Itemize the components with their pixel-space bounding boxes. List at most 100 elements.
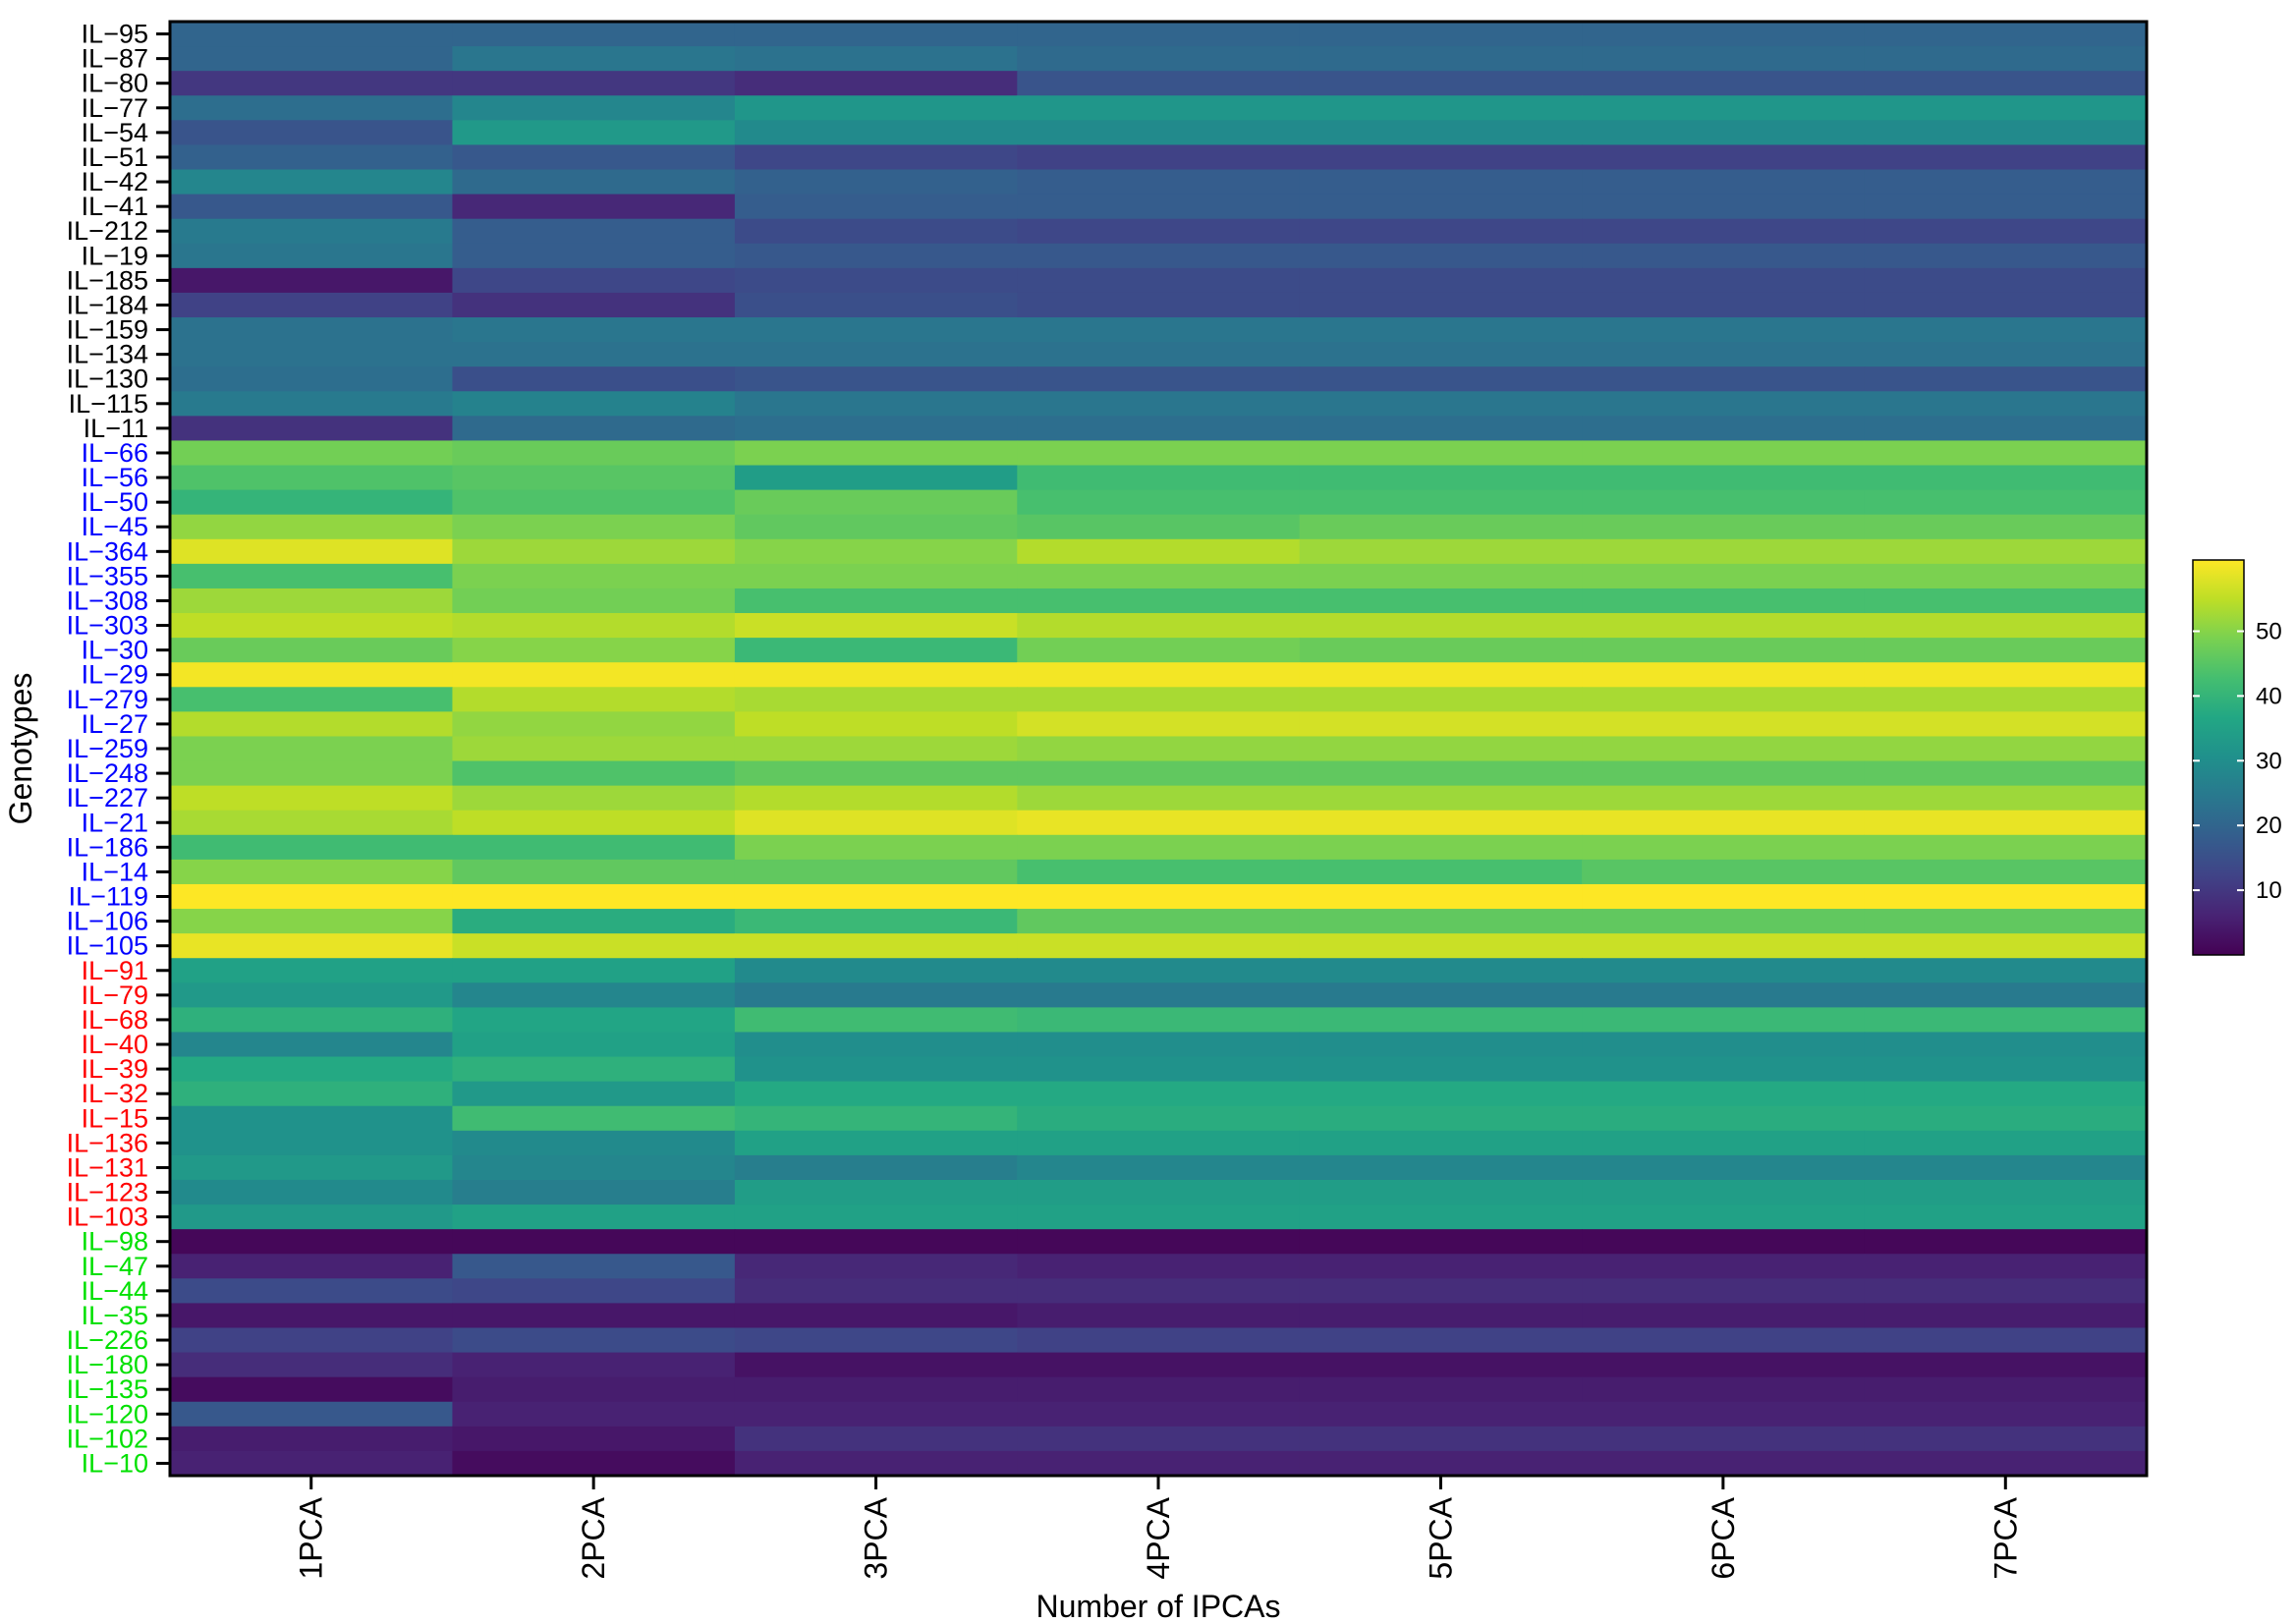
heatmap-cell [1017, 71, 1301, 96]
heatmap-cell [734, 883, 1018, 910]
heatmap-cell [170, 982, 454, 1008]
heatmap-cell [170, 120, 454, 146]
heatmap-cell [1864, 22, 2148, 47]
heatmap-cell [1299, 218, 1583, 245]
heatmap-cell [734, 342, 1018, 367]
heatmap-cell [170, 489, 454, 516]
heatmap-cell [1017, 834, 1301, 861]
heatmap-cell [1582, 71, 1866, 96]
heatmap-cell [1582, 638, 1866, 663]
heatmap-cell [1017, 883, 1301, 910]
heatmap-cell [1017, 169, 1301, 196]
heatmap-cell [452, 760, 736, 787]
y-tick-label: IL−103 [67, 1203, 148, 1232]
heatmap-cell [1017, 982, 1301, 1008]
heatmap-cell [734, 120, 1018, 146]
heatmap-cell [1017, 1032, 1301, 1058]
heatmap-cell [1582, 194, 1866, 220]
heatmap-cell [170, 514, 454, 540]
heatmap-cell [1017, 909, 1301, 934]
heatmap-cell [452, 982, 736, 1008]
heatmap-cell [1582, 342, 1866, 367]
heatmap-cell [1582, 933, 1866, 959]
heatmap-cell [1864, 95, 2148, 121]
y-tick-label: IL−95 [82, 20, 148, 49]
y-tick-label: IL−51 [82, 142, 148, 172]
x-tick-label: 1PCA [294, 1496, 329, 1579]
heatmap-cell [1582, 1007, 1866, 1034]
heatmap-cell [1582, 1254, 1866, 1279]
heatmap-cell [734, 1007, 1018, 1034]
heatmap-cell [1864, 1056, 2148, 1083]
heatmap-cell [170, 440, 454, 467]
heatmap-cell [1299, 514, 1583, 540]
heatmap-cell [1582, 366, 1866, 392]
heatmap-cell [452, 859, 736, 885]
heatmap-cell [1864, 1179, 2148, 1205]
heatmap-cell [1017, 711, 1301, 738]
heatmap-cell [1299, 391, 1583, 417]
heatmap-cell [170, 1154, 454, 1181]
heatmap-cell [452, 342, 736, 367]
heatmap-cell [1864, 169, 2148, 196]
heatmap-cell [170, 662, 454, 688]
heatmap-cells [170, 22, 2148, 1477]
heatmap-cell [1299, 243, 1583, 269]
heatmap-cell [170, 317, 454, 343]
x-axis-title: Number of IPCAs [1036, 1589, 1281, 1624]
heatmap-cell [1582, 1450, 1866, 1477]
heatmap-cell [1017, 638, 1301, 663]
y-tick-label: IL−50 [82, 487, 148, 517]
heatmap-cell [170, 1450, 454, 1477]
heatmap-cell [1864, 933, 2148, 959]
heatmap-cell [1017, 95, 1301, 121]
heatmap-cell [734, 834, 1018, 861]
heatmap-cell [452, 1254, 736, 1279]
heatmap-cell [1299, 1450, 1583, 1477]
heatmap-cell [1582, 120, 1866, 146]
y-tick-label: IL−115 [69, 389, 148, 419]
heatmap-cell [734, 1450, 1018, 1477]
heatmap-cell [1017, 1327, 1301, 1354]
heatmap-cell [1299, 834, 1583, 861]
heatmap-cell [170, 391, 454, 417]
heatmap-cell [1299, 1278, 1583, 1304]
x-tick-label: 4PCA [1141, 1496, 1176, 1579]
y-tick-label: IL−42 [82, 167, 148, 196]
heatmap-cell [1864, 243, 2148, 269]
heatmap-cell [1582, 1179, 1866, 1205]
heatmap-cell [734, 317, 1018, 343]
heatmap-cell [1017, 1254, 1301, 1279]
y-tick-label: IL−131 [67, 1152, 148, 1182]
heatmap-cell [452, 638, 736, 663]
heatmap-cell [170, 760, 454, 787]
heatmap-cell [734, 638, 1018, 663]
heatmap-cell [1864, 292, 2148, 318]
y-tick-label: IL−66 [82, 438, 148, 468]
y-tick-label: IL−40 [82, 1030, 148, 1059]
heatmap-cell [1864, 1303, 2148, 1329]
heatmap-cell [170, 144, 454, 171]
heatmap-cell [452, 1056, 736, 1083]
heatmap-cell [1017, 342, 1301, 367]
heatmap-cell [1017, 489, 1301, 516]
heatmap-cell [1299, 489, 1583, 516]
y-tick-label: IL−54 [82, 118, 148, 147]
heatmap-cell [170, 810, 454, 836]
heatmap-cell [1299, 883, 1583, 910]
heatmap-cell [452, 1401, 736, 1428]
heatmap-cell [1299, 317, 1583, 343]
heatmap-cell [170, 1327, 454, 1354]
heatmap-cell [1582, 391, 1866, 417]
heatmap-cell [1582, 22, 1866, 47]
heatmap-cell [734, 933, 1018, 959]
x-tick-label: 6PCA [1706, 1496, 1741, 1579]
heatmap-cell [452, 514, 736, 540]
heatmap-cell [170, 46, 454, 72]
heatmap-cell [1582, 144, 1866, 171]
heatmap-cell [1864, 71, 2148, 96]
heatmap-cell [1582, 1303, 1866, 1329]
heatmap-cell [452, 1081, 736, 1107]
heatmap-cell [170, 342, 454, 367]
